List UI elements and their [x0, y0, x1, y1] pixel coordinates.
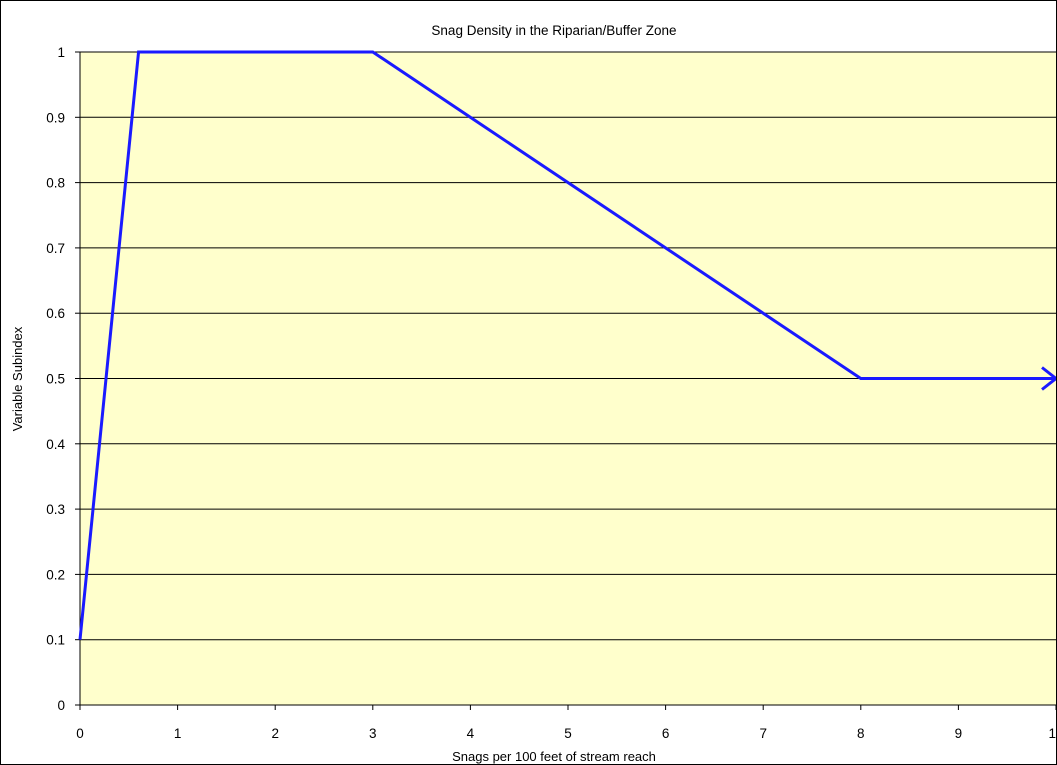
y-tick-label: 0 — [57, 698, 65, 713]
x-tick-label: 2 — [271, 726, 279, 741]
series — [78, 50, 1056, 640]
gridlines — [80, 51, 1056, 706]
x-tick-labels: 0 1 2 3 4 5 6 7 8 9 10 — [76, 726, 1056, 741]
x-tick-label: 9 — [955, 726, 963, 741]
y-axis-title: Variable Subindex — [10, 326, 25, 431]
y-tick-label: 0.3 — [46, 502, 65, 517]
y-tick-label: 0.5 — [46, 372, 65, 387]
y-tick-label: 0.4 — [46, 437, 65, 452]
y-tick-label: 0.8 — [46, 176, 65, 191]
x-tick-label: 5 — [564, 726, 572, 741]
x-tick-label: 8 — [857, 726, 865, 741]
x-tick-label: 3 — [369, 726, 377, 741]
x-axis-title: Snags per 100 feet of stream reach — [452, 749, 656, 764]
x-tick-label: 7 — [759, 726, 767, 741]
arrow-head — [1041, 366, 1056, 391]
x-tick-label: 4 — [467, 726, 475, 741]
y-tick-label: 0.1 — [46, 633, 65, 648]
x-tick-label: 6 — [662, 726, 670, 741]
series-line — [78, 50, 1056, 640]
x-tick-label: 1 — [174, 726, 182, 741]
y-tick-label: 0.7 — [46, 241, 65, 256]
y-tick-label: 0.6 — [46, 306, 65, 321]
chart-title: Snag Density in the Riparian/Buffer Zone — [431, 23, 676, 38]
x-tick-label: 10 — [1048, 726, 1056, 741]
x-tick-label: 0 — [76, 726, 84, 741]
y-tick-label: 0.9 — [46, 110, 65, 125]
y-tick-label: 1 — [57, 45, 65, 60]
axis-ticks — [75, 51, 1056, 710]
y-tick-label: 0.2 — [46, 567, 65, 582]
y-tick-labels: 0 0.1 0.2 0.3 0.4 0.5 0.6 0.7 0.8 0.9 1 — [46, 45, 65, 713]
